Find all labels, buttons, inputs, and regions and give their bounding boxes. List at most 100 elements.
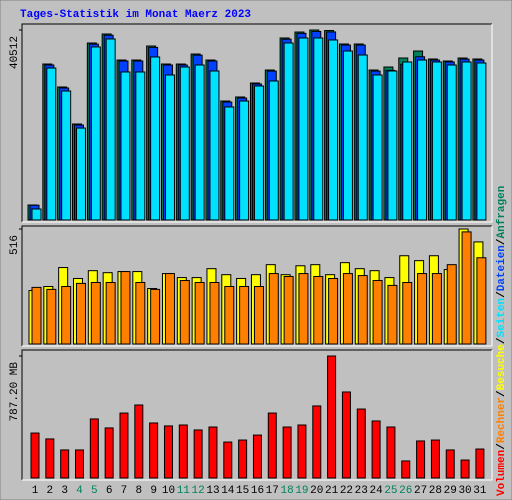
- bar: [446, 264, 457, 345]
- bar: [135, 71, 146, 221]
- x-tick-label: 7: [121, 485, 128, 497]
- legend-entry: Seiten: [496, 298, 508, 338]
- bar: [371, 420, 381, 479]
- bar: [89, 418, 99, 479]
- panel-border: [22, 350, 493, 481]
- x-tick-label: 22: [340, 485, 353, 497]
- legend-entry: Volumen: [496, 450, 508, 496]
- x-tick-label: 24: [369, 485, 383, 497]
- bar: [357, 54, 368, 221]
- bar: [461, 61, 472, 221]
- bar: [31, 208, 42, 221]
- bar: [460, 459, 470, 479]
- legend-separator: /: [496, 291, 508, 298]
- bar: [179, 279, 190, 345]
- bar: [193, 429, 203, 479]
- bar: [446, 64, 457, 221]
- bar: [60, 449, 70, 479]
- bar: [45, 438, 55, 479]
- bar: [179, 66, 190, 221]
- x-tick-label: 6: [106, 485, 113, 497]
- bar: [164, 273, 175, 345]
- bar: [372, 74, 383, 221]
- x-tick-label: 16: [251, 485, 264, 497]
- bar: [401, 460, 411, 479]
- bar: [445, 449, 455, 479]
- bar: [119, 412, 129, 479]
- bar: [431, 61, 442, 221]
- x-tick-label: 23: [355, 485, 368, 497]
- bar: [283, 275, 294, 345]
- x-tick-label: 1: [32, 485, 39, 497]
- bar: [430, 439, 440, 479]
- x-tick-label: 27: [414, 485, 427, 497]
- bar: [268, 273, 279, 345]
- bar: [75, 282, 86, 345]
- x-tick-label: 2: [47, 485, 54, 497]
- bar: [356, 408, 366, 479]
- x-tick-label: 10: [162, 485, 175, 497]
- bar: [461, 231, 472, 345]
- bar: [298, 273, 309, 345]
- panel-border: [21, 349, 492, 480]
- bar: [328, 39, 339, 221]
- x-tick-label: 11: [177, 485, 191, 497]
- bar: [224, 286, 235, 345]
- bar: [327, 355, 337, 479]
- y-tick-label: 787.20 MB: [9, 362, 21, 422]
- x-tick-label: 4: [76, 485, 83, 497]
- bar: [341, 391, 351, 479]
- x-tick-label: 19: [295, 485, 308, 497]
- chart-title: Tages-Statistik im Monat Maerz 2023: [20, 9, 251, 21]
- bar: [134, 404, 144, 479]
- bar: [74, 449, 84, 479]
- x-tick-label: 17: [266, 485, 279, 497]
- bar: [209, 70, 220, 221]
- bar: [357, 275, 368, 345]
- bar: [105, 38, 116, 221]
- panel-border: [22, 226, 493, 347]
- bar: [46, 67, 57, 221]
- bar: [150, 56, 161, 221]
- bar: [178, 424, 188, 479]
- x-tick-label: 8: [136, 485, 143, 497]
- bar: [209, 281, 220, 345]
- bar: [298, 37, 309, 221]
- bar: [297, 424, 307, 479]
- bar: [402, 61, 413, 221]
- bar: [267, 412, 277, 479]
- bar: [312, 405, 322, 479]
- bar: [475, 448, 485, 479]
- panel-border: [21, 225, 492, 346]
- x-tick-label: 5: [91, 485, 98, 497]
- x-tick-label: 3: [61, 485, 68, 497]
- x-tick-label: 15: [236, 485, 249, 497]
- bar: [135, 281, 146, 345]
- legend-entry: Besuche: [496, 344, 508, 391]
- bar: [239, 100, 250, 221]
- bar: [342, 273, 353, 345]
- bar: [150, 288, 161, 345]
- x-tick-label: 20: [310, 485, 323, 497]
- bar: [46, 288, 57, 345]
- bar: [476, 257, 487, 345]
- legend-entry: Anfragen: [496, 186, 508, 239]
- legend-separator: /: [496, 337, 508, 344]
- bar: [252, 434, 262, 479]
- bar: [253, 85, 264, 221]
- bar: [163, 425, 173, 479]
- bar: [253, 286, 264, 345]
- bar: [431, 273, 442, 345]
- bar: [75, 127, 86, 221]
- bar: [194, 64, 205, 221]
- bar: [268, 80, 279, 221]
- bar: [386, 426, 396, 479]
- bar: [239, 286, 250, 345]
- bar: [104, 427, 114, 479]
- bar: [90, 46, 101, 221]
- bar: [476, 62, 487, 221]
- x-tick-label: 31: [473, 485, 487, 497]
- y-tick-label: 40512: [9, 36, 21, 69]
- bar: [372, 279, 383, 345]
